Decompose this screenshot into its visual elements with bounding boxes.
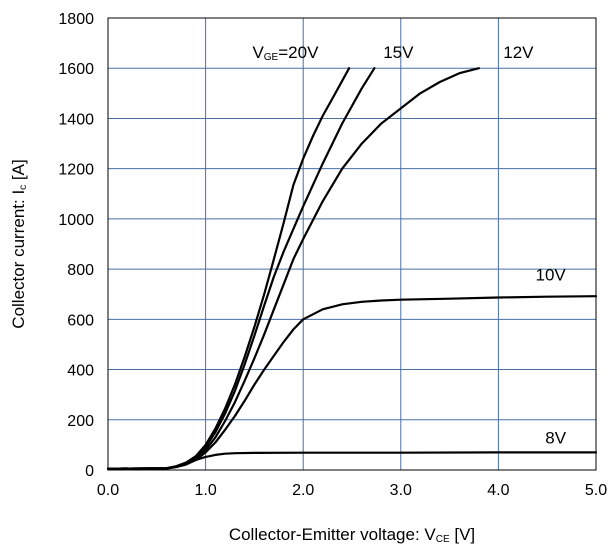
y-axis-label: Collector current: Ic [A] <box>9 159 29 328</box>
y-tick-label: 200 <box>67 413 94 430</box>
y-tick-label: 1000 <box>58 212 94 229</box>
series-line-vge-12 <box>106 67 480 470</box>
y-tick-label: 400 <box>67 363 94 380</box>
curve-label-vge-20: VGE=20V <box>252 43 319 63</box>
curve-label-vge-10: 10V <box>535 265 566 284</box>
curve-label-vge-15: 15V <box>383 43 414 62</box>
x-tick-label: 5.0 <box>585 482 607 499</box>
y-tick-labels: 0 200 400 600 800 1000 1200 1400 1600 1800 <box>58 11 94 480</box>
x-axis-label: Collector-Emitter voltage: VCE [V] <box>229 525 475 545</box>
series-line-vge-10 <box>106 295 598 470</box>
series-line-vge-15 <box>106 67 376 470</box>
series-line-vge-8 <box>106 451 598 470</box>
plot-frame <box>107 17 597 471</box>
y-tick-label: 1800 <box>58 11 94 28</box>
x-tick-labels: 0.0 1.0 2.0 3.0 4.0 5.0 <box>97 482 607 499</box>
curve-label-vge-12: 12V <box>503 43 534 62</box>
x-tick-label: 1.0 <box>194 482 216 499</box>
curve-label-vge-8: 8V <box>545 429 566 448</box>
curve-labels: VGE=20V 15V 12V 10V 8V <box>252 43 566 447</box>
y-tick-label: 600 <box>67 312 94 329</box>
x-tick-label: 0.0 <box>97 482 119 499</box>
x-tick-label: 2.0 <box>292 482 314 499</box>
y-tick-label: 1400 <box>58 111 94 128</box>
series-layer <box>106 67 598 470</box>
y-tick-label: 800 <box>67 262 94 279</box>
x-tick-label: 3.0 <box>390 482 412 499</box>
y-tick-label: 0 <box>85 463 94 480</box>
y-tick-label: 1200 <box>58 162 94 179</box>
y-tick-label: 1600 <box>58 61 94 78</box>
series-line-vge-20 <box>106 67 351 470</box>
x-tick-label: 4.0 <box>487 482 509 499</box>
grid <box>108 18 596 470</box>
